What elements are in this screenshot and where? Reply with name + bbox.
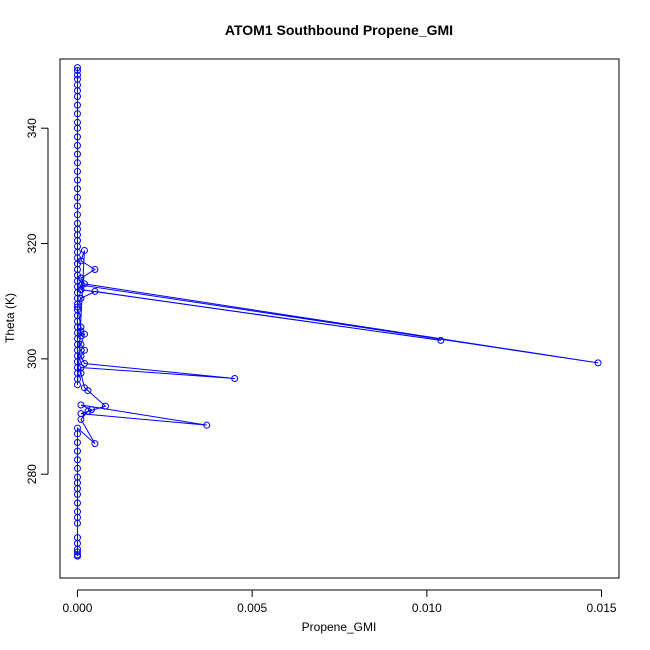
data-point — [203, 421, 211, 429]
data-point — [80, 280, 88, 288]
data-point — [73, 142, 81, 149]
data-point — [594, 359, 602, 367]
data-point — [77, 340, 85, 348]
x-tick-label: 0.005 — [237, 601, 267, 615]
series-layer — [73, 64, 602, 560]
data-point — [77, 369, 85, 377]
data-point — [77, 274, 85, 282]
data-point — [77, 415, 85, 423]
x-tick-label: 0.000 — [62, 601, 92, 615]
data-point — [73, 430, 81, 438]
data-point — [84, 407, 92, 415]
data-point — [73, 150, 81, 158]
data-point — [91, 440, 99, 448]
data-point — [73, 438, 81, 446]
data-point — [73, 381, 81, 389]
data-point — [77, 294, 85, 302]
data-point — [73, 447, 81, 455]
data-point — [73, 193, 81, 201]
x-axis: 0.000 0.005 0.010 0.015 — [62, 589, 617, 615]
y-tick-label: 300 — [25, 349, 39, 369]
x-tick-label: 0.010 — [412, 601, 442, 615]
data-point — [84, 387, 92, 395]
data-point — [231, 374, 239, 382]
data-point — [73, 519, 81, 527]
data-point — [73, 110, 81, 118]
data-point — [91, 287, 99, 295]
data-point — [73, 552, 81, 560]
data-point — [80, 246, 88, 254]
data-point — [73, 133, 81, 141]
data-point — [80, 330, 88, 338]
data-point — [73, 464, 81, 472]
data-point — [77, 323, 85, 331]
y-axis-label: Theta (K) — [3, 293, 17, 343]
data-point — [73, 499, 81, 507]
plot-frame — [59, 58, 620, 579]
data-point — [73, 124, 81, 132]
data-point — [77, 332, 85, 340]
data-point — [73, 67, 81, 75]
data-point — [73, 167, 81, 175]
data-point — [73, 548, 81, 556]
data-point — [73, 303, 81, 311]
data-point — [73, 92, 81, 100]
y-tick-label: 340 — [25, 118, 39, 138]
x-axis-label: Propene_GMI — [302, 620, 377, 634]
data-point — [77, 257, 85, 265]
chart-title: ATOM1 Southbound Propene_GMI — [225, 22, 453, 38]
data-point — [437, 336, 445, 344]
data-point — [77, 352, 85, 360]
y-axis: 280 300 320 340 — [25, 118, 49, 484]
data-point — [77, 286, 85, 294]
data-point — [73, 176, 81, 184]
data-point — [77, 281, 85, 289]
data-point — [91, 265, 99, 273]
data-point — [77, 401, 85, 409]
data-point — [73, 211, 81, 219]
data-point — [101, 402, 109, 410]
data-point — [73, 159, 81, 167]
data-point — [73, 490, 81, 498]
data-point — [73, 64, 81, 72]
data-point — [80, 359, 88, 367]
data-point — [73, 101, 81, 109]
data-point — [80, 346, 88, 354]
x-tick-label: 0.015 — [587, 601, 617, 615]
data-point — [73, 185, 81, 193]
data-point — [73, 456, 81, 464]
data-point — [73, 202, 81, 210]
y-tick-label: 320 — [25, 233, 39, 253]
data-point — [87, 406, 95, 414]
series-line — [76, 67, 599, 557]
y-tick-label: 280 — [25, 464, 39, 484]
data-point — [73, 71, 81, 79]
